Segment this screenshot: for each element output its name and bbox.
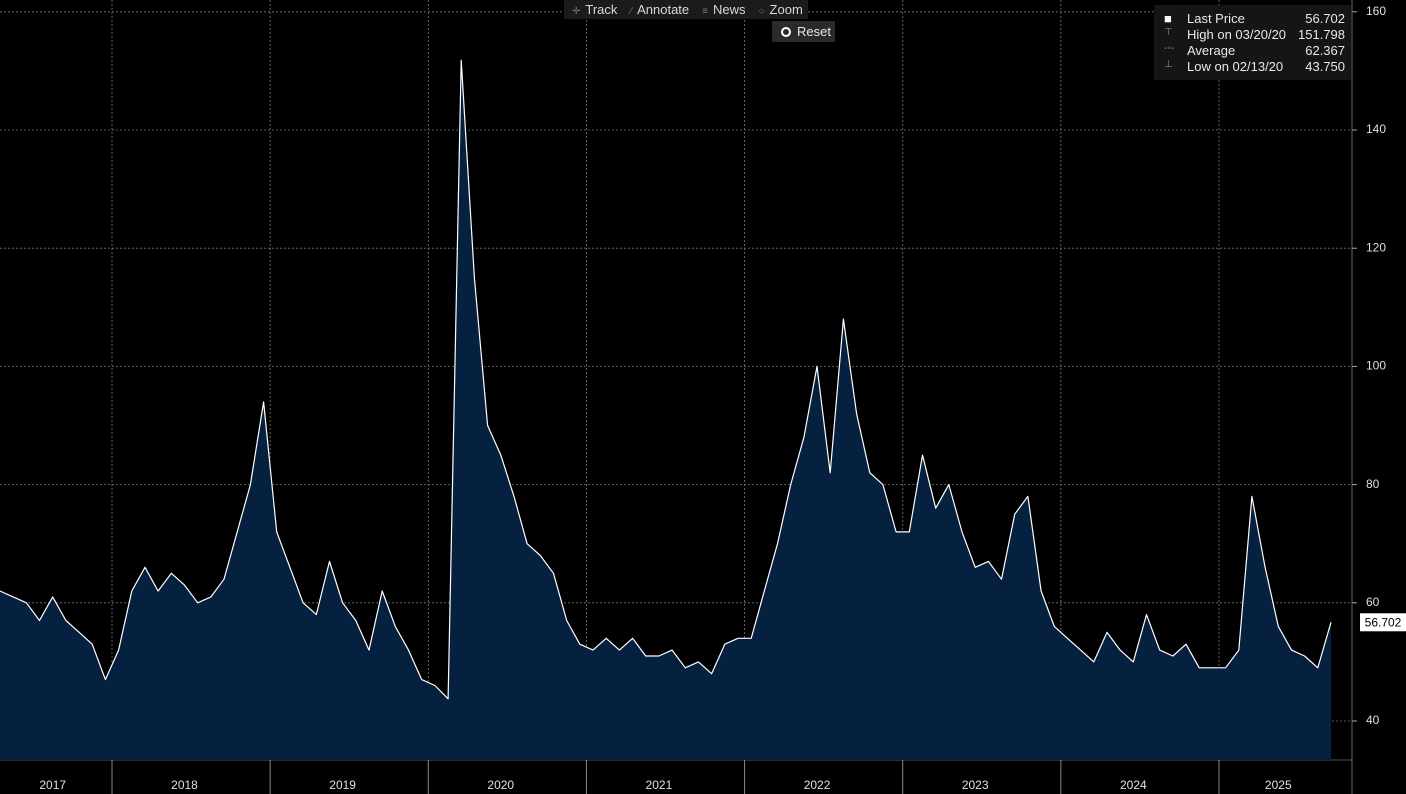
x-tick-label: 2023 (962, 778, 989, 792)
legend-label: Average (1187, 43, 1236, 58)
label: Zoom (769, 2, 803, 17)
legend-value: 56.702 (1305, 11, 1345, 26)
area (0, 60, 1331, 761)
legend-value: 151.798 (1298, 27, 1345, 42)
y-tick-label: 160 (1366, 4, 1386, 18)
x-tick-label: 2022 (804, 778, 831, 792)
legend-value: 62.367 (1305, 43, 1345, 58)
track-button[interactable]: ✛ Track (572, 2, 618, 17)
x-tick-label: 2019 (329, 778, 356, 792)
label: Track (585, 2, 618, 17)
grid (0, 0, 1352, 760)
legend-value: 43.750 (1305, 59, 1345, 74)
reset-button[interactable]: Reset (772, 21, 835, 42)
plot (0, 59, 1332, 761)
x-axis-band (0, 760, 1352, 794)
x-tick-label: 2021 (646, 778, 673, 792)
y-tick-label: 60 (1366, 595, 1380, 609)
toolbar: ✛ Track ⁄ Annotate ≡ News ○ Zoom (564, 0, 808, 19)
legend-row: -◦- Average 62.367 (1164, 43, 1345, 58)
legend-label: Low on 02/13/20 (1187, 59, 1284, 74)
legend-label: Last Price (1187, 11, 1245, 26)
legend-label: High on 03/20/20 (1187, 27, 1287, 42)
last-price-tag (1360, 613, 1406, 632)
legend-row: ⊥ Low on 02/13/20 43.750 (1164, 59, 1345, 74)
annotate-button[interactable]: ⁄ Annotate (630, 2, 690, 17)
y-tick-label: 140 (1366, 122, 1386, 136)
label: Reset (797, 24, 831, 39)
x-tick-label: 2025 (1265, 778, 1292, 792)
x-tick-label: 2020 (487, 778, 514, 792)
y-tick-label: 80 (1366, 477, 1380, 491)
label: Annotate (637, 2, 690, 17)
legend-row: ■ Last Price 56.702 (1164, 11, 1345, 26)
news-button[interactable]: ≡ News (702, 2, 746, 17)
legend-row: ⊤ High on 03/20/20 151.798 (1164, 27, 1345, 42)
x-tick-label: 2017 (39, 778, 66, 792)
y-tick-label: 120 (1366, 240, 1386, 254)
y-tick-label: 40 (1366, 713, 1380, 727)
label: News (712, 2, 746, 17)
y-tick-label: 100 (1366, 359, 1386, 373)
zoom-button[interactable]: ○ Zoom (758, 2, 803, 17)
last-price-label: 56.702 (1365, 615, 1402, 629)
line (0, 59, 1332, 700)
x-tick-label: 2018 (171, 778, 198, 792)
legend: ■ Last Price 56.702 ⊤ High on 03/20/20 151.7… (1154, 5, 1351, 80)
x-tick-label: 2024 (1120, 778, 1147, 792)
